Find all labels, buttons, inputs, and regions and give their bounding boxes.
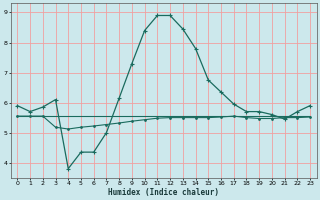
X-axis label: Humidex (Indice chaleur): Humidex (Indice chaleur) (108, 188, 219, 197)
